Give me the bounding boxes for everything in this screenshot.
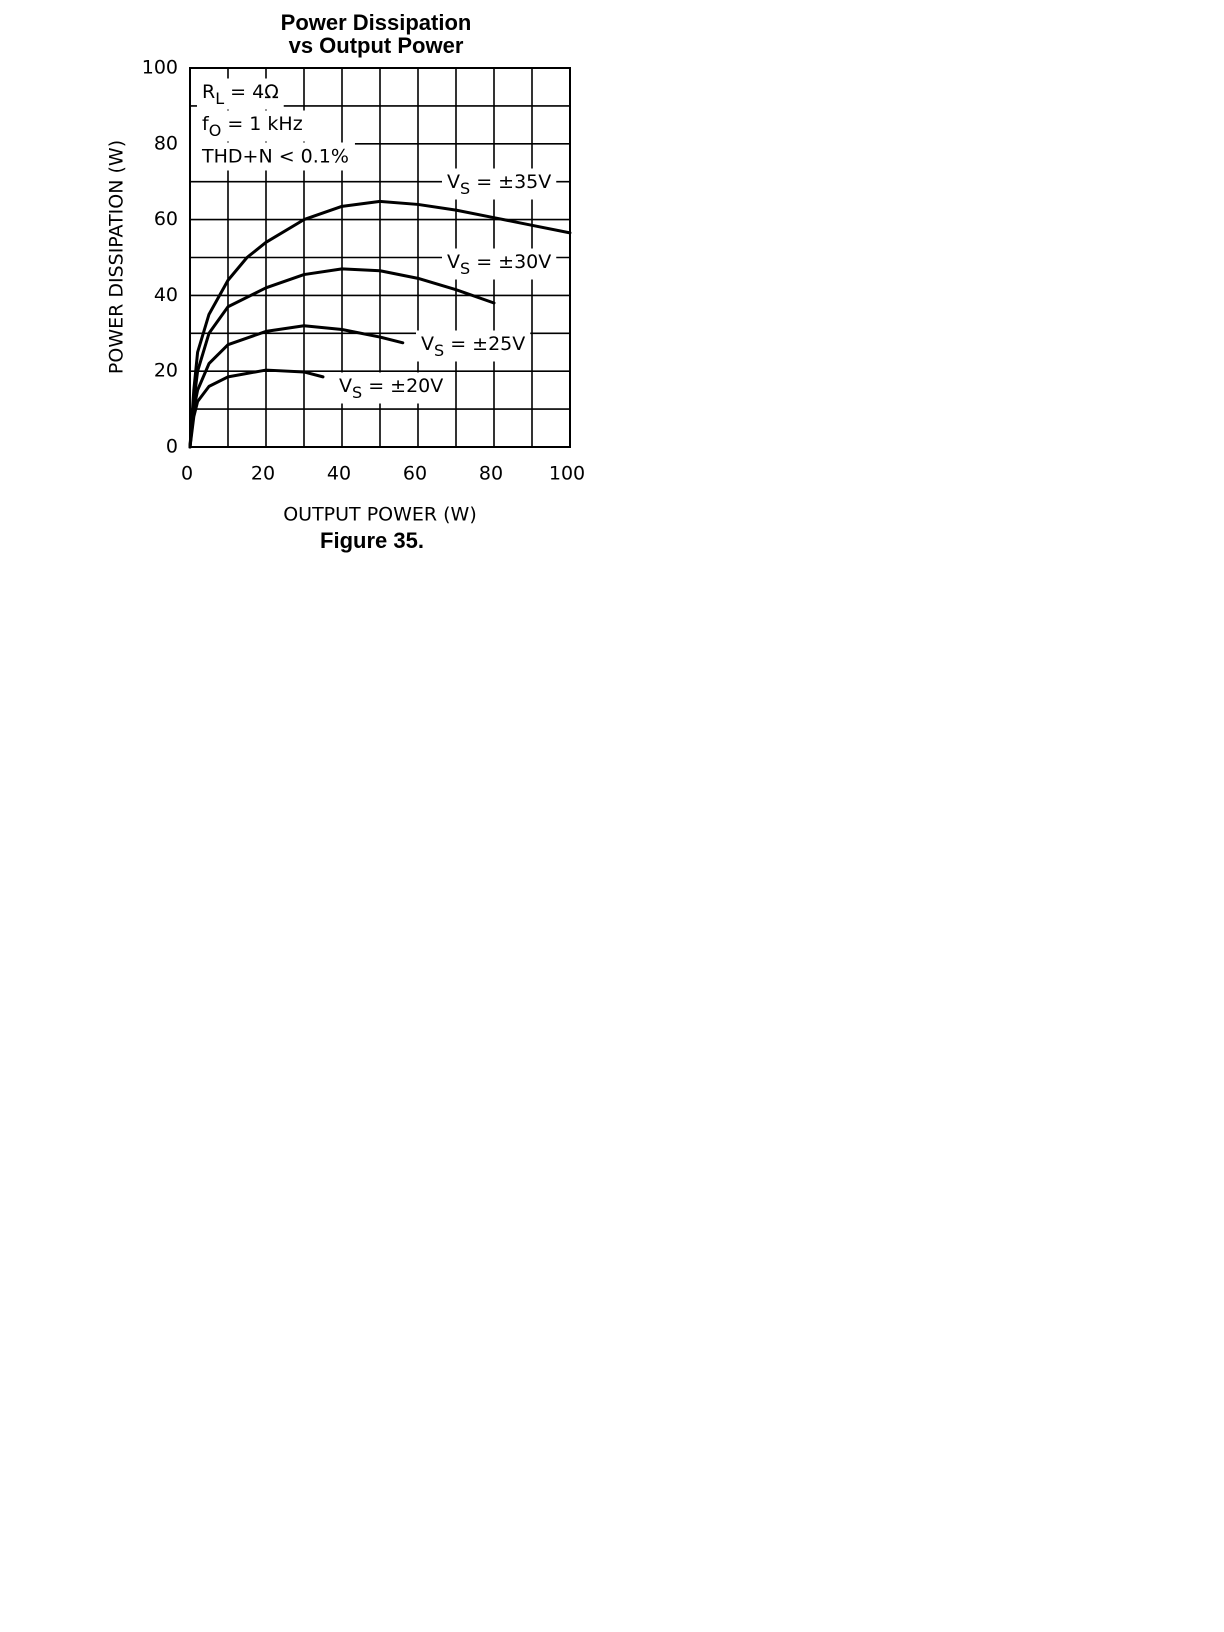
line-series <box>188 324 405 449</box>
series-label: VS = ±25V <box>421 333 525 360</box>
plot-border <box>189 67 571 448</box>
label-background <box>442 168 557 200</box>
label-background <box>442 248 557 280</box>
line-series <box>188 199 572 449</box>
y-tick-label: 60 <box>154 208 178 230</box>
y-tick-label: 100 <box>142 57 178 79</box>
label-background <box>191 142 355 171</box>
label-background <box>334 372 449 404</box>
series-label: VS = ±35V <box>447 171 551 198</box>
y-tick-label: 0 <box>166 436 178 458</box>
label-background <box>197 78 284 110</box>
y-tick-label: 20 <box>154 360 178 382</box>
chart-title: vs Output Power <box>289 33 464 58</box>
series-label: VS = ±20V <box>339 375 443 402</box>
line-series <box>188 267 496 449</box>
y-axis-label: POWER DISSIPATION (W) <box>106 140 128 374</box>
label-background <box>197 110 308 142</box>
caption: Figure 35. <box>320 528 424 553</box>
series-label: VS = ±30V <box>447 251 551 278</box>
x-tick-label: 0 <box>181 463 193 485</box>
y-tick-label: 40 <box>154 284 178 306</box>
x-tick-label: 60 <box>403 463 427 485</box>
x-tick-label: 80 <box>479 463 503 485</box>
chart-title: Power Dissipation <box>281 10 472 35</box>
y-tick-label: 80 <box>154 132 178 154</box>
line-series <box>188 368 325 449</box>
x-axis-label: OUTPUT POWER (W) <box>283 504 477 526</box>
annotation: fO = 1 kHz <box>202 113 303 140</box>
label-background <box>416 330 531 362</box>
x-tick-label: 40 <box>327 463 351 485</box>
x-tick-label: 20 <box>251 463 275 485</box>
annotation: THD+N < 0.1% <box>201 146 349 168</box>
x-tick-label: 100 <box>549 463 585 485</box>
annotation: RL = 4Ω <box>202 81 279 108</box>
